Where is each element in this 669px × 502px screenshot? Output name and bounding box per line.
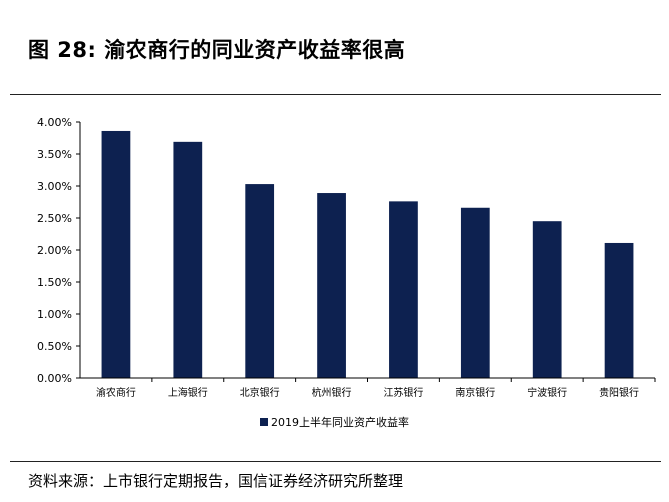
- x-tick-label: 宁波银行: [527, 386, 567, 399]
- y-axis: 0.00% 0.50% 1.00% 1.50% 2.00% 2.50% 3.00% 3.50%…: [37, 116, 81, 385]
- top-divider: [10, 94, 661, 95]
- legend-label: 2019上半年同业资产收益率: [271, 415, 409, 429]
- bottom-divider: [10, 461, 661, 462]
- y-tick-label: 3.50%: [37, 148, 72, 161]
- y-tick-label: 3.00%: [37, 180, 72, 193]
- bars: [101, 130, 634, 378]
- figure-title: 图 28: 渝农商行的同业资产收益率很高: [28, 38, 406, 62]
- y-tick-label: 2.00%: [37, 244, 72, 257]
- bar-chart: 0.00% 0.50% 1.00% 1.50% 2.00% 2.50% 3.00% 3.50%…: [37, 116, 656, 429]
- x-axis: 渝农商行 上海银行 北京银行 杭州银行 江苏银行 南京银行 宁波银行 贵阳银行: [80, 377, 656, 399]
- y-tick-label: 4.00%: [37, 116, 72, 129]
- x-tick-label: 江苏银行: [383, 386, 423, 399]
- bar-2: [173, 141, 203, 378]
- bar-5: [389, 201, 418, 378]
- bar-6: [460, 207, 490, 378]
- x-tick-label: 上海银行: [168, 386, 208, 399]
- x-tick-label: 渝农商行: [96, 386, 136, 399]
- bar-7: [532, 221, 562, 378]
- legend: 2019上半年同业资产收益率: [260, 415, 409, 429]
- bar-3: [245, 184, 275, 378]
- y-tick-label: 2.50%: [37, 212, 72, 225]
- y-tick-label: 1.50%: [37, 276, 72, 289]
- bar-1: [101, 130, 131, 378]
- x-tick-label: 北京银行: [240, 386, 280, 399]
- bar-4: [317, 193, 346, 378]
- x-tick-label: 杭州银行: [312, 386, 352, 399]
- source-note: 资料来源：上市银行定期报告，国信证券经济研究所整理: [28, 472, 404, 490]
- x-tick-label: 南京银行: [455, 386, 495, 399]
- y-tick-label: 0.00%: [37, 372, 72, 385]
- y-tick-label: 1.00%: [37, 308, 72, 321]
- bar-8: [604, 242, 634, 378]
- y-tick-label: 0.50%: [37, 340, 72, 353]
- x-tick-label: 贵阳银行: [599, 386, 639, 399]
- legend-swatch: [260, 418, 268, 426]
